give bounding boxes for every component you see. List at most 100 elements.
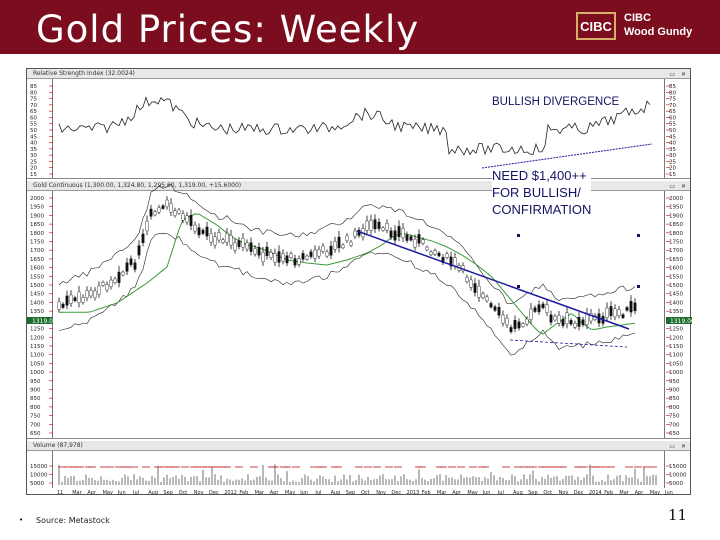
candle-body bbox=[429, 251, 433, 256]
candle-body bbox=[301, 253, 305, 260]
volume-tick-right: 15000 bbox=[669, 464, 687, 470]
candle-body bbox=[497, 307, 501, 316]
candle-body bbox=[553, 315, 557, 321]
date-axis-label: Dec bbox=[391, 490, 401, 496]
candle-body bbox=[561, 319, 565, 326]
volume-panel: Volume (87,978) ▭ ✕ 15000 15000 10000 10000… bbox=[27, 441, 690, 496]
candle-body bbox=[265, 246, 269, 257]
price-tick-right: 1400 bbox=[669, 300, 683, 306]
rsi-tick-right: 45 bbox=[669, 134, 676, 140]
candle-body bbox=[365, 220, 369, 231]
candle-body bbox=[169, 203, 173, 213]
footer-bullet: • bbox=[19, 516, 24, 524]
date-axis-label: Mar bbox=[72, 490, 82, 496]
candle-body bbox=[233, 242, 237, 251]
candle-body bbox=[177, 209, 181, 214]
volume-tick-left: 10000 bbox=[30, 473, 48, 479]
candle-body bbox=[393, 230, 397, 241]
candle-body bbox=[445, 253, 449, 258]
candle-body bbox=[309, 251, 313, 257]
price-tick-right: 1150 bbox=[669, 344, 683, 350]
candle-body bbox=[613, 308, 617, 318]
rsi-tick-right: 50 bbox=[669, 128, 676, 134]
price-tick-right: 650 bbox=[669, 431, 680, 437]
candle-body bbox=[161, 205, 165, 209]
candle-body bbox=[373, 219, 377, 230]
candle-body bbox=[557, 315, 561, 324]
window-controls-icon[interactable]: ▭ ✕ bbox=[669, 183, 688, 190]
candle-body bbox=[125, 262, 129, 272]
candle-body bbox=[89, 290, 93, 297]
price-tick-left: 1950 bbox=[30, 205, 44, 211]
candle-body bbox=[153, 211, 157, 216]
candle-body bbox=[141, 233, 145, 243]
date-axis-label: 11 bbox=[57, 490, 63, 496]
candle-body bbox=[433, 250, 437, 255]
price-tick-right: 1250 bbox=[669, 327, 683, 333]
rsi-tick-left: 60 bbox=[30, 115, 37, 121]
candle-body bbox=[337, 236, 341, 249]
candle-body bbox=[485, 296, 489, 302]
date-axis-label: Apr bbox=[452, 490, 462, 496]
price-tick-right: 950 bbox=[669, 379, 680, 385]
candle-body bbox=[513, 320, 517, 329]
candle-body bbox=[121, 271, 125, 276]
date-axis-label: Jun bbox=[482, 490, 491, 496]
price-tick-right: 700 bbox=[669, 422, 680, 428]
price-tick-right: 850 bbox=[669, 396, 680, 402]
date-axis-label: Feb bbox=[422, 490, 431, 496]
candle-body bbox=[489, 303, 493, 308]
date-axis-label: May bbox=[467, 490, 477, 496]
candle-body bbox=[173, 210, 177, 216]
rsi-tick-right: 35 bbox=[669, 147, 676, 153]
rsi-tick-left: 45 bbox=[30, 134, 37, 140]
candle-body bbox=[501, 314, 505, 324]
candle-body bbox=[129, 258, 133, 265]
price-tick-right: 1200 bbox=[669, 335, 683, 341]
candle-body bbox=[325, 251, 329, 257]
candle-body bbox=[241, 238, 245, 248]
rsi-tick-left: 70 bbox=[30, 103, 37, 109]
downtrend-line bbox=[356, 230, 630, 330]
candle-body bbox=[305, 255, 309, 260]
price-tick-left: 1900 bbox=[30, 213, 44, 219]
price-tick-right: 800 bbox=[669, 405, 680, 411]
rsi-axis-right bbox=[664, 79, 690, 178]
candle-body bbox=[237, 240, 241, 247]
candle-body bbox=[133, 262, 137, 270]
candle-body bbox=[465, 276, 469, 282]
candle-body bbox=[333, 241, 337, 250]
candle-body bbox=[249, 242, 253, 252]
price-plot: 2000 2000 1950 1950 1900 1900 1850 1850 1800 1800… bbox=[27, 183, 692, 437]
candle-body bbox=[605, 307, 609, 319]
candle-body bbox=[61, 303, 65, 308]
price-tick-right: 1000 bbox=[669, 370, 683, 376]
moving-average-line bbox=[59, 213, 636, 335]
date-axis-label: May bbox=[285, 490, 295, 496]
window-controls-icon[interactable]: ▭ ✕ bbox=[669, 443, 688, 450]
candle-body bbox=[521, 323, 525, 327]
candle-body bbox=[281, 253, 285, 262]
price-tick-left: 1700 bbox=[30, 248, 44, 254]
candle-body bbox=[257, 247, 261, 256]
date-axis-label: Nov bbox=[376, 490, 386, 496]
candle-body bbox=[469, 279, 473, 288]
window-controls-icon[interactable]: ▭ ✕ bbox=[669, 71, 688, 78]
last-price-marker-left bbox=[27, 317, 53, 324]
candle-body bbox=[209, 233, 213, 243]
candle-body bbox=[221, 239, 225, 243]
candle-body bbox=[617, 309, 621, 317]
candle-body bbox=[329, 245, 333, 256]
candle-body bbox=[589, 313, 593, 322]
candle-body bbox=[493, 306, 497, 311]
candle-body bbox=[565, 312, 569, 324]
candle-body bbox=[381, 227, 385, 231]
date-axis-label: Jul bbox=[132, 490, 139, 496]
rsi-tick-left: 85 bbox=[30, 84, 37, 90]
last-price-text-left: 1319.00 bbox=[32, 318, 57, 325]
price-tick-right: 1650 bbox=[669, 257, 683, 263]
candle-body bbox=[413, 238, 417, 248]
price-tick-left: 1650 bbox=[30, 257, 44, 263]
price-tick-left: 1000 bbox=[30, 370, 44, 376]
last-price-marker-right bbox=[666, 317, 692, 324]
